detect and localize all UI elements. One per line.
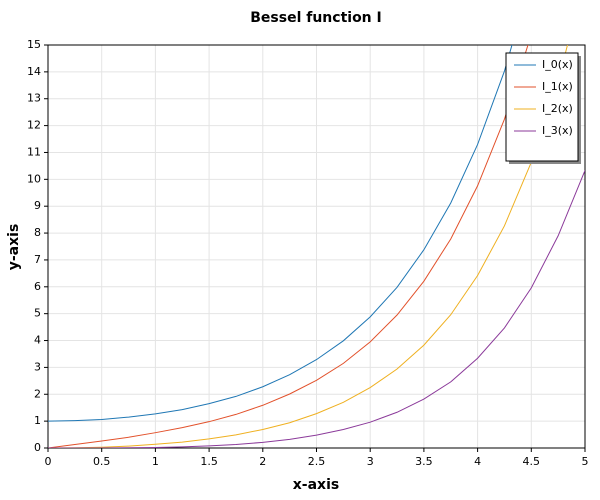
y-tick-label: 10 <box>27 172 41 185</box>
x-tick-label: 1.5 <box>200 455 218 468</box>
x-tick-label: 4 <box>474 455 481 468</box>
y-tick-label: 12 <box>27 119 41 132</box>
y-tick-label: 4 <box>34 334 41 347</box>
y-tick-label: 9 <box>34 199 41 212</box>
y-tick-label: 11 <box>27 145 41 158</box>
y-tick-label: 8 <box>34 226 41 239</box>
legend-label: I_3(x) <box>542 124 573 137</box>
y-tick-label: 2 <box>34 387 41 400</box>
x-axis-label: x-axis <box>293 477 339 493</box>
x-tick-label: 4.5 <box>523 455 541 468</box>
legend-label: I_2(x) <box>542 102 573 115</box>
y-tick-label: 0 <box>34 441 41 454</box>
x-tick-label: 3 <box>367 455 374 468</box>
y-tick-label: 3 <box>34 360 41 373</box>
legend-box <box>505 52 579 162</box>
series-line <box>48 45 529 448</box>
plot-frame <box>47 44 586 449</box>
y-tick-label: 14 <box>27 65 41 78</box>
y-tick-label: 5 <box>34 307 41 320</box>
x-tick-label: 1 <box>152 455 159 468</box>
series-line <box>48 45 569 448</box>
y-tick-label: 6 <box>34 280 41 293</box>
series-line <box>48 45 513 422</box>
y-axis-label: y-axis <box>6 224 22 271</box>
x-tick-label: 2.5 <box>308 455 326 468</box>
x-tick-label: 2 <box>259 455 266 468</box>
y-tick-label: 7 <box>34 253 41 266</box>
x-tick-label: 5 <box>582 455 589 468</box>
legend: I_0(x) I_1(x) I_2(x) I_3(x) <box>505 52 581 164</box>
x-tick-label: 3.5 <box>415 455 433 468</box>
y-tick-label: 13 <box>27 92 41 105</box>
legend-label: I_1(x) <box>542 80 573 93</box>
plot-area <box>48 45 585 448</box>
series-line <box>48 170 585 448</box>
y-tick-label: 1 <box>34 414 41 427</box>
x-tick-label: 0.5 <box>93 455 111 468</box>
chart-title: Bessel function I <box>250 10 381 26</box>
y-tick-label: 15 <box>27 38 41 51</box>
x-tick-label: 0 <box>45 455 52 468</box>
legend-label: I_0(x) <box>542 58 573 71</box>
